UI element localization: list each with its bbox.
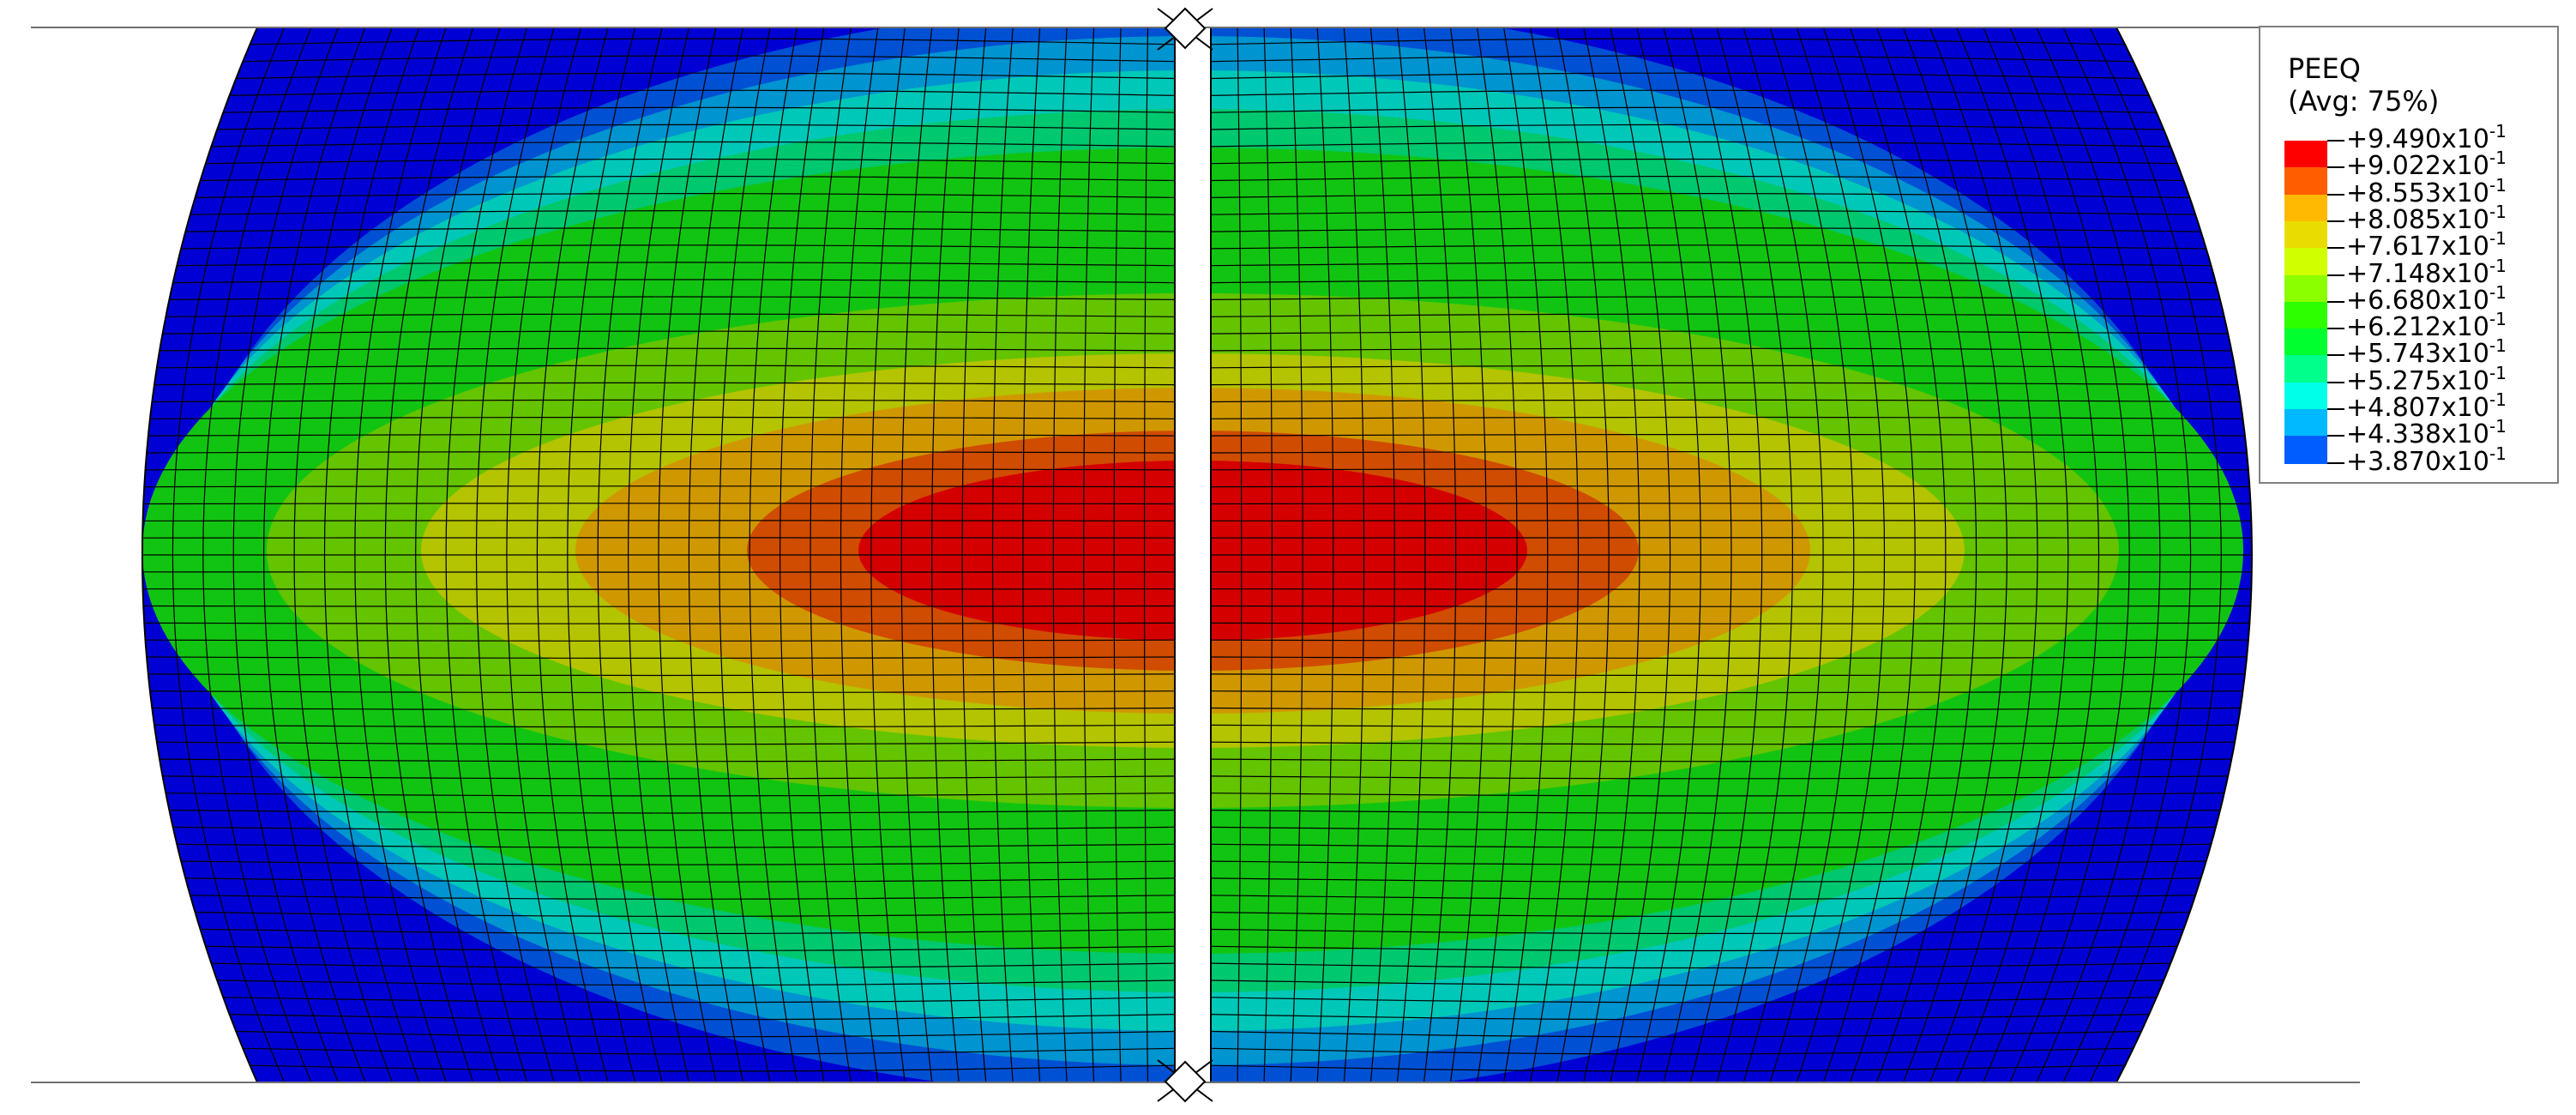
legend-value-label: +6.212x10-1: [2346, 314, 2507, 341]
legend-tick: [2327, 166, 2344, 168]
legend-value-mantissa: +6.680: [2346, 286, 2441, 316]
legend-swatch: [2284, 383, 2327, 410]
legend-value-label: +6.680x10-1: [2346, 287, 2507, 315]
legend-value-base: x10: [2441, 393, 2489, 423]
legend-value-exponent: -1: [2489, 121, 2507, 142]
legend-tick: [2327, 435, 2344, 437]
legend-value-base: x10: [2441, 151, 2489, 181]
legend-tick: [2327, 382, 2344, 383]
legend-swatch: [2284, 195, 2327, 222]
legend-value-mantissa: +3.870: [2346, 447, 2441, 477]
legend-value-label: +7.617x10-1: [2346, 233, 2507, 261]
legend-swatch: [2284, 355, 2327, 383]
legend-swatch: [2284, 141, 2327, 168]
legend-value-label: +5.743x10-1: [2346, 341, 2507, 368]
legend-swatch: [2284, 302, 2327, 329]
mesh-row-line: [257, 21, 1175, 27]
mesh-row-line: [257, 1082, 1175, 1088]
legend-tick: [2327, 408, 2344, 410]
legend-value-exponent: -1: [2489, 202, 2507, 222]
legend-swatch: [2284, 436, 2327, 463]
legend-value-exponent: -1: [2489, 363, 2507, 383]
legend-value-base: x10: [2441, 178, 2489, 208]
legend-value-label: +4.338x10-1: [2346, 421, 2507, 449]
legend-value-exponent: -1: [2489, 389, 2507, 410]
legend-value-mantissa: +9.490: [2346, 124, 2441, 154]
legend-tick: [2327, 301, 2344, 303]
legend-value-base: x10: [2441, 205, 2489, 235]
legend-tick: [2327, 462, 2344, 464]
legend-tick: [2327, 140, 2344, 142]
legend-value-label: +8.085x10-1: [2346, 207, 2507, 234]
legend-value-base: x10: [2441, 312, 2489, 342]
legend-value-exponent: -1: [2489, 335, 2507, 356]
legend-value-label: +3.870x10-1: [2346, 449, 2507, 476]
legend-value-mantissa: +8.553: [2346, 178, 2441, 208]
legend-value-mantissa: +4.338: [2346, 419, 2441, 449]
legend-value-exponent: -1: [2489, 282, 2507, 303]
mesh-row-line: [1211, 21, 2116, 27]
legend-value-exponent: -1: [2489, 443, 2507, 464]
legend-tick: [2327, 220, 2344, 222]
legend-value-exponent: -1: [2489, 309, 2507, 329]
legend-value-base: x10: [2441, 339, 2489, 369]
legend-value-base: x10: [2441, 447, 2489, 477]
contour-legend: PEEQ (Avg: 75%) +9.490x10-1+9.022x10-1+8…: [2259, 26, 2559, 484]
legend-tick: [2327, 354, 2344, 356]
legend-swatch: [2284, 167, 2327, 195]
top-reference-point-marker: [1158, 9, 1213, 50]
legend-value-mantissa: +9.022: [2346, 151, 2441, 181]
legend-swatch: [2284, 221, 2327, 249]
bottom-reference-point-marker: [1158, 1060, 1213, 1101]
legend-value-label: +4.807x10-1: [2346, 395, 2507, 422]
legend-tick: [2327, 194, 2344, 196]
legend-swatch: [2284, 328, 2327, 356]
legend-value-base: x10: [2441, 232, 2489, 262]
legend-value-base: x10: [2441, 124, 2489, 154]
legend-value-exponent: -1: [2489, 256, 2507, 276]
legend-variable-name: PEEQ: [2288, 53, 2361, 84]
legend-value-label: +9.490x10-1: [2346, 126, 2507, 154]
legend-value-mantissa: +7.148: [2346, 259, 2441, 289]
legend-tick: [2327, 247, 2344, 249]
legend-value-mantissa: +7.617: [2346, 232, 2441, 262]
legend-tick: [2327, 274, 2344, 276]
legend-value-label: +9.022x10-1: [2346, 153, 2507, 180]
legend-value-mantissa: +6.212: [2346, 312, 2441, 342]
legend-value-base: x10: [2441, 366, 2489, 396]
legend-averaging-note: (Avg: 75%): [2288, 86, 2439, 117]
legend-value-exponent: -1: [2489, 175, 2507, 196]
legend-value-mantissa: +4.807: [2346, 393, 2441, 423]
legend-value-mantissa: +5.275: [2346, 366, 2441, 396]
legend-swatch: [2284, 409, 2327, 437]
legend-swatch: [2284, 275, 2327, 303]
legend-value-label: +8.553x10-1: [2346, 180, 2507, 208]
legend-value-exponent: -1: [2489, 416, 2507, 437]
mesh-row-line: [1211, 1082, 2116, 1088]
legend-value-mantissa: +8.085: [2346, 205, 2441, 235]
legend-swatch: [2284, 248, 2327, 275]
legend-value-label: +7.148x10-1: [2346, 261, 2507, 288]
legend-value-exponent: -1: [2489, 228, 2507, 249]
legend-value-base: x10: [2441, 419, 2489, 449]
legend-value-exponent: -1: [2489, 148, 2507, 168]
legend-tick: [2327, 328, 2344, 329]
legend-value-base: x10: [2441, 259, 2489, 289]
legend-value-label: +5.275x10-1: [2346, 368, 2507, 395]
legend-value-base: x10: [2441, 286, 2489, 316]
legend-value-mantissa: +5.743: [2346, 339, 2441, 369]
